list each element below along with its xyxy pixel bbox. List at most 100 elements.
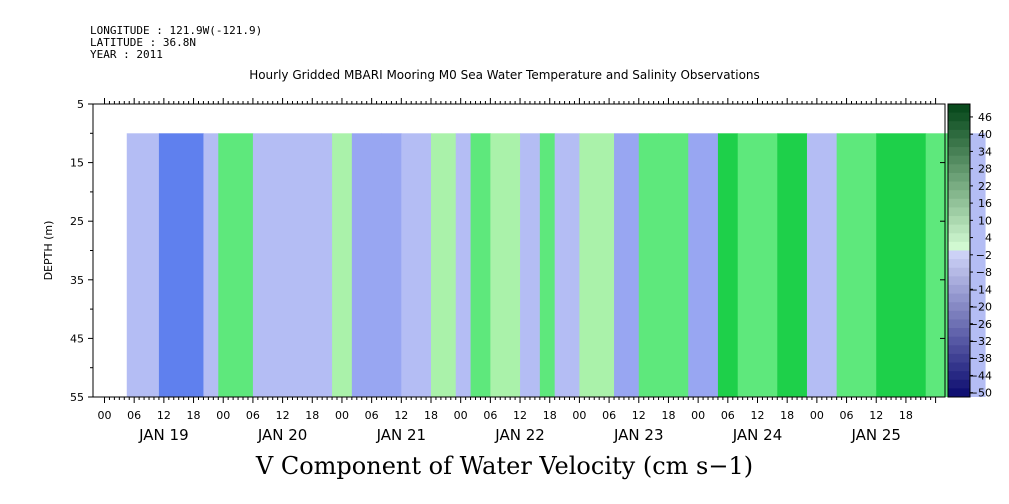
x-hour-label: 12 [869,409,883,422]
x-day-label: JAN 19 [138,426,189,444]
heatmap-band-21 [717,133,739,398]
heatmap-band-22 [737,133,778,398]
x-day-label: JAN 23 [613,426,664,444]
colorbar-swatch [948,129,970,139]
colorbar-swatch [948,362,970,372]
heatmap-band-17 [614,133,640,398]
y-tick-label: 5 [77,98,84,111]
colorbar-swatch [948,379,970,389]
colorbar-label: 40 [978,128,992,141]
colorbar-swatch [948,138,970,148]
heatmap-band-11 [470,133,491,398]
heatmap-band-14 [539,133,556,398]
colorbar-swatch [948,207,970,217]
colorbar-swatch [948,328,970,338]
colorbar-swatch [948,302,970,312]
colorbar-swatch [948,310,970,320]
x-hour-label: 18 [424,409,438,422]
colorbar-swatch [948,216,970,226]
colorbar-swatch [948,198,970,208]
colorbar-label: −38 [969,352,992,365]
colorbar-swatch [948,293,970,303]
colorbar-swatch [948,172,970,183]
heatmap-band-16 [579,133,615,398]
heatmap-band-24 [806,133,838,398]
colorbar-swatch [948,155,970,165]
heatmap-band-13 [520,133,541,398]
colorbar-swatch [948,267,970,277]
x-hour-label: 00 [98,409,112,422]
colorbar: 46 40 34 28 22 16 10 4 −2 −8 −14 −20 −26 −32 −38 −44 −50 [947,103,992,400]
heatmap-band-3 [218,133,254,398]
heatmap-band-26 [876,133,927,398]
colorbar-label: 16 [978,197,992,210]
colorbar-swatch [948,104,970,114]
heatmap-band-2 [203,133,219,398]
heatmap-band-15 [554,133,580,398]
longitude-label: LONGITUDE : 121.9W(-121.9) [90,24,263,37]
y-tick-label: 25 [70,215,84,228]
y-axis-label: DEPTH (m) [42,221,55,281]
colorbar-label: −50 [969,387,992,400]
heatmap-band-12 [490,133,521,398]
x-hour-label: 18 [780,409,794,422]
colorbar-swatch [948,284,970,295]
colorbar-swatch [948,319,970,329]
heatmap-band-9 [431,133,457,398]
colorbar-swatch [948,259,970,269]
x-hour-label: 12 [632,409,646,422]
heatmap-band-4 [252,133,333,398]
colorbar-label: −8 [976,266,992,279]
x-day-label: JAN 25 [850,426,901,444]
colorbar-swatch [948,276,970,286]
x-hour-label: 12 [276,409,290,422]
heatmap-band-6 [351,133,383,398]
x-hour-label: 06 [483,409,497,422]
x-hour-label: 00 [335,409,349,422]
colorbar-swatch [948,371,970,381]
x-hour-label: 18 [543,409,557,422]
x-hour-label: 06 [840,409,854,422]
heatmap-cells [126,133,986,398]
axes: 5 15 25 35 45 55 DEPTH (m) 00 06 12 18 00 06 12 18 00 06… [42,98,946,444]
heatmap-band-0 [126,133,160,398]
heatmap-band-20 [688,133,719,398]
heatmap-band-1 [158,133,204,398]
latitude-label: LATITUDE : 36.8N [90,36,196,49]
x-hour-label: 06 [365,409,379,422]
colorbar-label: 22 [978,180,992,193]
x-hour-label: 00 [216,409,230,422]
heatmap-band-19 [658,133,689,398]
colorbar-swatch [948,164,970,174]
colorbar-swatch [948,121,970,131]
x-hour-label: 00 [691,409,705,422]
colorbar-label: 28 [978,163,992,176]
x-hour-label: 12 [513,409,527,422]
colorbar-label: −20 [969,301,992,314]
x-hour-label: 18 [899,409,913,422]
x-day-label: JAN 22 [494,426,545,444]
colorbar-label: 46 [978,111,992,124]
variable-title: V Component of Water Velocity (cm s−1) [255,452,754,480]
colorbar-swatch [948,241,970,251]
x-hour-label: 06 [246,409,260,422]
x-hour-label: 00 [572,409,586,422]
colorbar-swatch [948,336,970,346]
heatmap-band-23 [777,133,808,398]
x-hour-label: 06 [602,409,616,422]
x-hour-label: 12 [394,409,408,422]
heatmap-band-10 [455,133,472,398]
colorbar-label: −44 [969,369,992,382]
colorbar-swatch [948,181,970,191]
colorbar-swatch [948,190,970,200]
colorbar-label: −2 [976,249,992,262]
colorbar-swatch [948,353,970,364]
x-hour-label: 12 [157,409,171,422]
x-hour-label: 18 [305,409,319,422]
colorbar-label: −32 [969,335,992,348]
colorbar-swatch [948,345,970,355]
colorbar-label: 4 [985,232,992,245]
x-hour-label: 18 [661,409,675,422]
heatmap-band-8 [401,133,432,398]
